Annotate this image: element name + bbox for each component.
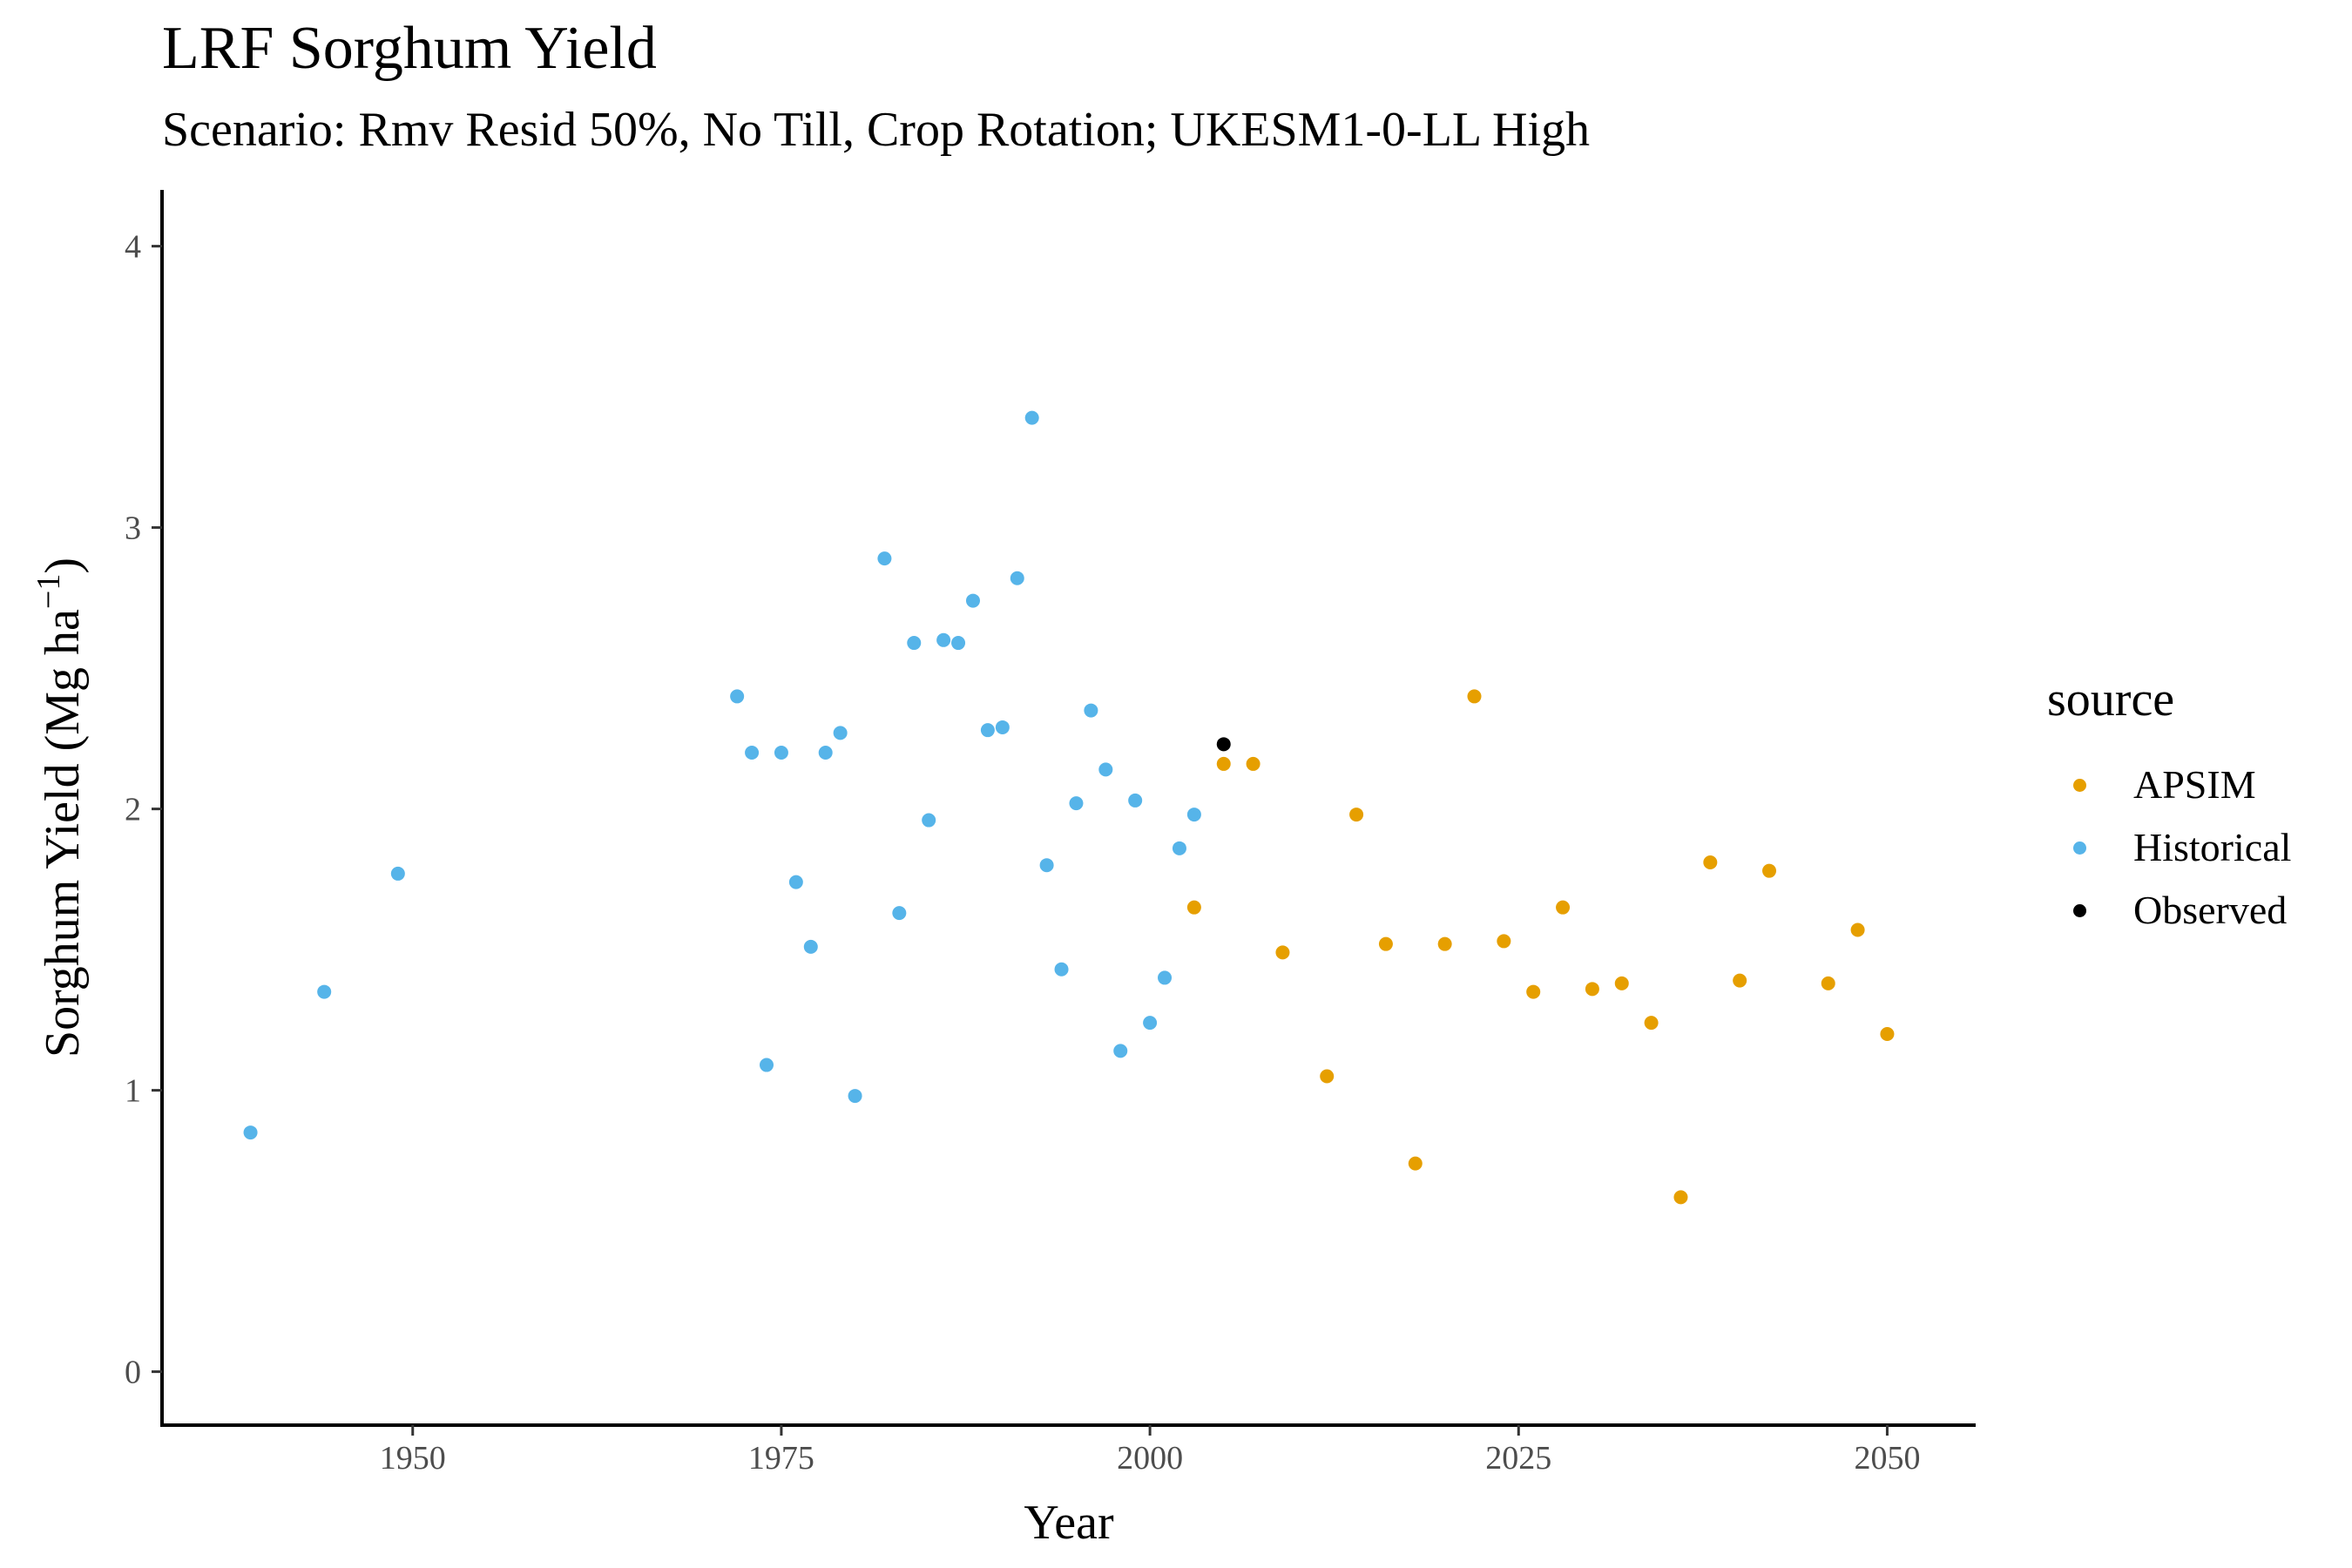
point-historical — [818, 746, 833, 760]
legend-label-historical: Historical — [2133, 825, 2292, 870]
legend-swatch-historical — [2073, 841, 2086, 855]
point-historical — [730, 689, 745, 704]
point-historical — [1069, 796, 1084, 811]
point-observed — [1216, 737, 1231, 752]
point-historical — [980, 723, 995, 738]
data-points — [243, 410, 1895, 1205]
point-apsim — [1526, 984, 1541, 999]
point-historical — [1098, 762, 1113, 777]
y-tick-label: 2 — [125, 792, 141, 828]
point-apsim — [1437, 936, 1452, 951]
point-apsim — [1467, 689, 1482, 704]
point-apsim — [1378, 936, 1393, 951]
point-historical — [936, 632, 951, 647]
x-axis-ticks: 1950 1975 2000 2025 2050 — [380, 1425, 1920, 1477]
point-historical — [877, 551, 892, 566]
point-apsim — [1585, 982, 1599, 997]
x-tick-label: 2025 — [1485, 1440, 1551, 1477]
point-apsim — [1821, 976, 1835, 990]
point-historical — [760, 1058, 774, 1072]
point-historical — [317, 984, 332, 999]
y-tick-label: 3 — [125, 510, 141, 547]
point-apsim — [1246, 756, 1260, 771]
chart-title: LRF Sorghum Yield — [162, 15, 657, 82]
point-apsim — [1733, 973, 1747, 988]
legend-title: source — [2047, 672, 2175, 727]
y-axis-title-main: Sorghum Yield (Mg ha — [36, 609, 90, 1058]
y-axis-ticks: 0 1 2 3 4 — [125, 229, 162, 1391]
point-apsim — [1880, 1027, 1895, 1042]
point-historical — [1024, 410, 1039, 425]
chart-subtitle: Scenario: Rmv Resid 50%, No Till, Crop R… — [162, 103, 1591, 157]
point-historical — [1186, 808, 1201, 822]
x-tick-label: 2050 — [1854, 1440, 1920, 1477]
point-apsim — [1614, 976, 1629, 990]
point-apsim — [1320, 1069, 1335, 1084]
legend-label-observed: Observed — [2133, 888, 2288, 933]
point-historical — [833, 726, 848, 740]
y-axis-title-exponent: −1 — [30, 574, 67, 609]
point-historical — [745, 746, 760, 760]
point-apsim — [1556, 900, 1571, 915]
x-axis-title: Year — [1024, 1496, 1114, 1550]
point-historical — [1054, 962, 1069, 977]
legend-item-historical: Historical — [2047, 816, 2291, 879]
point-historical — [243, 1125, 258, 1140]
point-historical — [1039, 858, 1054, 873]
legend-item-apsim: APSIM — [2047, 754, 2291, 816]
point-apsim — [1644, 1016, 1659, 1031]
y-axis-title-close: ) — [36, 558, 90, 574]
point-apsim — [1186, 900, 1201, 915]
point-apsim — [1275, 945, 1290, 960]
point-historical — [1172, 841, 1186, 855]
point-historical — [1113, 1044, 1128, 1058]
x-tick-label: 1975 — [748, 1440, 814, 1477]
legend-swatch-apsim — [2073, 778, 2086, 792]
y-tick-label: 4 — [125, 229, 141, 266]
point-historical — [1158, 970, 1173, 985]
point-historical — [803, 939, 818, 954]
point-historical — [774, 746, 788, 760]
point-historical — [965, 593, 980, 608]
point-apsim — [1703, 855, 1718, 869]
legend-item-observed: Observed — [2047, 879, 2291, 942]
point-historical — [951, 636, 966, 651]
point-historical — [1143, 1016, 1158, 1031]
point-apsim — [1497, 934, 1511, 949]
y-tick-label: 0 — [125, 1355, 141, 1391]
point-historical — [907, 636, 922, 651]
point-apsim — [1349, 808, 1364, 822]
y-tick-label: 1 — [125, 1073, 141, 1110]
point-historical — [1010, 571, 1024, 585]
point-apsim — [1408, 1156, 1423, 1171]
legend-label-apsim: APSIM — [2133, 762, 2256, 808]
point-historical — [1084, 703, 1098, 718]
x-tick-label: 2000 — [1117, 1440, 1183, 1477]
point-apsim — [1850, 923, 1865, 937]
point-apsim — [1673, 1190, 1688, 1205]
point-historical — [922, 813, 936, 828]
point-historical — [1128, 793, 1143, 808]
point-historical — [390, 866, 405, 881]
legend: source APSIM Historical Observed — [2047, 671, 2291, 942]
y-axis-title: Sorghum Yield (Mg ha−1) — [30, 558, 90, 1058]
point-historical — [995, 720, 1010, 734]
point-historical — [848, 1089, 862, 1104]
x-tick-label: 1950 — [380, 1440, 446, 1477]
point-historical — [892, 906, 907, 921]
point-historical — [788, 875, 803, 889]
point-apsim — [1216, 756, 1231, 771]
point-apsim — [1762, 863, 1777, 878]
legend-swatch-observed — [2073, 903, 2086, 917]
